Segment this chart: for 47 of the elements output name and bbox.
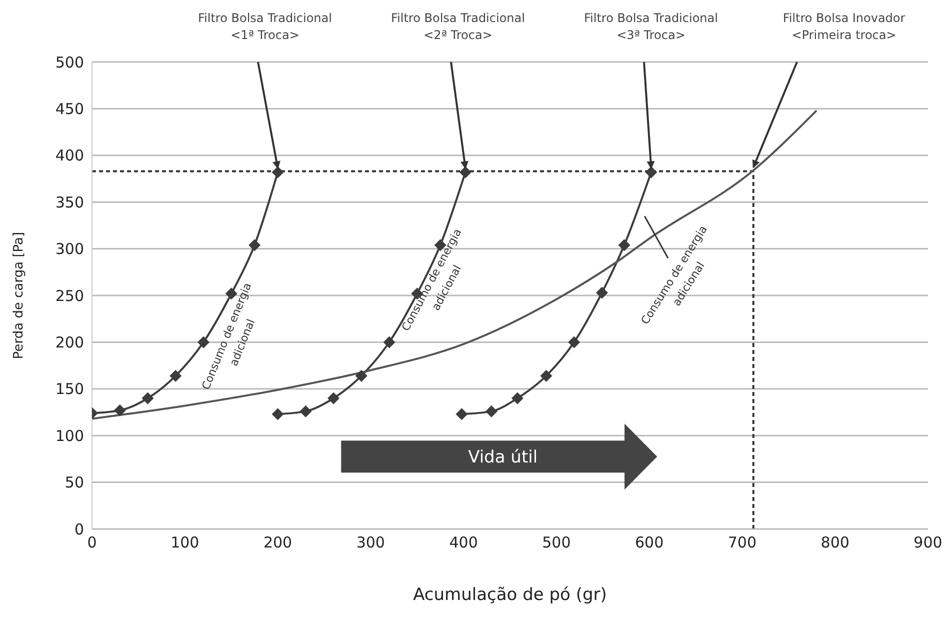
text: Filtro Bolsa Tradicional <2ª Troca> (391, 11, 525, 42)
y-tick-label: 350 (55, 193, 84, 212)
x-tick-label: 200 (263, 534, 292, 552)
point (383, 336, 396, 348)
point (459, 166, 472, 178)
x-tick-label: 500 (542, 534, 571, 552)
point (596, 286, 608, 299)
y-tick-label: 150 (55, 380, 84, 398)
x-tick-label: 800 (820, 534, 850, 552)
point (170, 370, 182, 382)
x-tick-label: 0 (87, 534, 97, 552)
point (300, 405, 312, 418)
x-tick-label: 100 (170, 534, 200, 552)
y-tick-label: 50 (64, 474, 84, 492)
y-tick-label: 100 (55, 426, 84, 445)
point (248, 239, 261, 252)
point (618, 239, 630, 252)
point (142, 392, 154, 404)
x-tick-label: 900 (914, 534, 942, 552)
point (540, 370, 552, 382)
y-tick-label: 400 (55, 146, 84, 165)
x-tick-label: 300 (356, 534, 385, 552)
x-tick-label: 600 (635, 534, 664, 552)
point (485, 405, 498, 418)
point (114, 404, 126, 416)
y-tick-label: 200 (55, 334, 84, 352)
point (328, 392, 340, 404)
point (568, 336, 580, 348)
text: Filtro Bolsa Inovador <Primeira troca> (782, 11, 906, 42)
y-tick-label: 500 (55, 53, 84, 72)
y-tick-label: 0 (74, 520, 84, 538)
point (645, 166, 658, 178)
point (272, 408, 284, 420)
x-tick-label: 400 (449, 534, 478, 552)
text: Filtro Bolsa Tradicional <3ª Troca> (584, 11, 718, 42)
y-tick-label: 300 (55, 240, 84, 258)
point (511, 392, 524, 404)
text: Filtro Bolsa Tradicional <1ª Troca> (198, 11, 332, 42)
point (456, 408, 468, 420)
x-axis-title: Acumulação de pó (gr) (413, 585, 607, 605)
y-tick-label: 250 (55, 286, 84, 305)
y-axis-title: Perda de carga [Pa] (12, 232, 27, 360)
x-tick-label: 700 (728, 534, 757, 552)
point (272, 166, 284, 178)
annotation: Vida útil (468, 448, 538, 468)
point (355, 370, 368, 382)
y-tick-label: 450 (55, 100, 84, 118)
